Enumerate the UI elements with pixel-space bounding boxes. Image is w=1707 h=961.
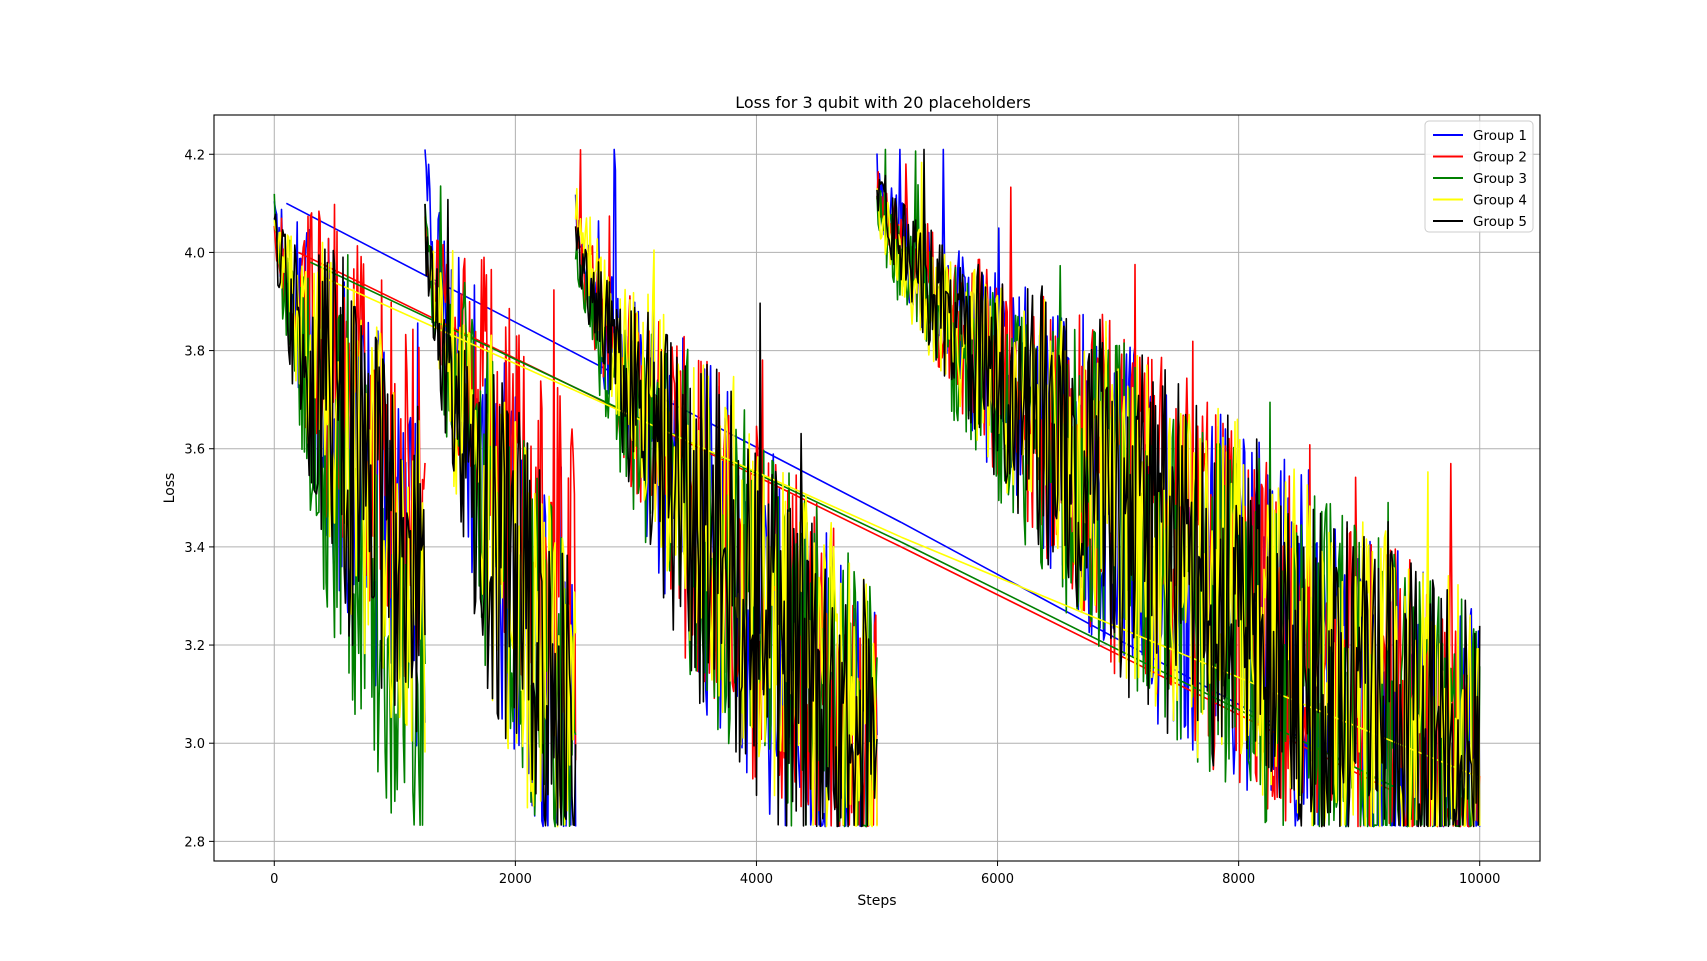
axes-frame (213, 114, 1541, 862)
series-connector-line (310, 261, 902, 543)
y-axis-label: Loss (162, 473, 178, 504)
x-tick-label: 6000 (981, 872, 1014, 887)
plot-area (273, 148, 1481, 828)
legend-label: Group 2 (1473, 150, 1527, 166)
x-axis-label: Steps (857, 893, 896, 909)
x-tick-label: 8000 (1222, 872, 1255, 887)
series-line (273, 148, 1481, 828)
legend-label: Group 4 (1473, 193, 1527, 209)
legend-label: Group 3 (1473, 171, 1527, 187)
legend-items: Group 1 Group 2 Group 3 Group 4 Group 5 (1433, 128, 1527, 230)
legend-label: Group 5 (1473, 214, 1527, 230)
y-tick-label: 3.6 (184, 443, 205, 458)
legend-box (1424, 120, 1534, 233)
chart-title: Loss for 3 qubit with 20 placeholders (735, 93, 1031, 112)
x-tick-label: 0 (270, 872, 278, 887)
y-tick-label: 4.2 (184, 148, 205, 163)
y-tick-label: 3.8 (184, 345, 205, 360)
series-connector-line (322, 276, 902, 538)
axis-ticks: 0 2000 4000 6000 8000 10000 2.8 3.0 3.2 3.4 3.6 3.8… (184, 148, 1500, 887)
y-tick-label: 4.0 (184, 246, 205, 261)
series-connector-line (285, 202, 902, 524)
legend-label: Group 1 (1473, 128, 1527, 144)
y-tick-label: 3.4 (184, 541, 205, 556)
y-tick-label: 3.2 (184, 639, 205, 654)
y-tick-label: 3.0 (184, 737, 205, 752)
y-tick-label: 2.8 (184, 835, 205, 850)
x-tick-label: 2000 (499, 872, 532, 887)
x-tick-label: 4000 (740, 872, 773, 887)
x-tick-label: 10000 (1459, 872, 1500, 887)
legend: Group 1 Group 2 Group 3 Group 4 Group 5 (1424, 120, 1534, 233)
